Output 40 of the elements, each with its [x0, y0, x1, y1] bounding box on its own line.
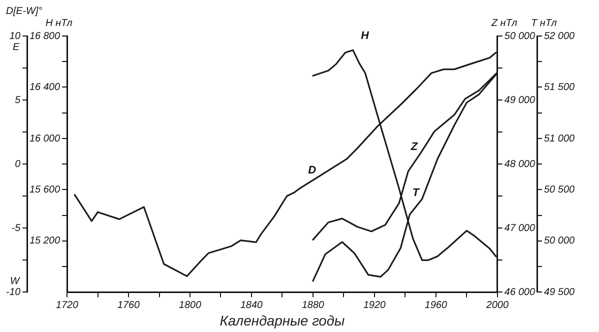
y-tick-label: 50 000 — [544, 236, 576, 247]
y-tick-label: 5 — [14, 94, 21, 106]
x-tick-label: 2000 — [485, 300, 509, 311]
y3-tick-label: 46 000 — [504, 286, 536, 298]
series-label: Z — [410, 141, 419, 154]
y-tick-label: -10 — [6, 286, 21, 298]
y2-tick-label: 16 400 — [29, 82, 60, 94]
y-tick-label: 51 000 — [544, 133, 576, 144]
x-axis-title: Календарные годы — [220, 312, 346, 328]
y-axis-title: D[E-W]° — [6, 6, 42, 17]
x-tick-label: 1880 — [302, 300, 325, 311]
text: W — [10, 276, 21, 288]
y2-tick-label: 15 200 — [29, 236, 60, 247]
x-tick-label: 1960 — [424, 300, 448, 311]
y2-tick-label: 15 600 — [29, 184, 60, 196]
y-tick-label: 10 — [9, 30, 21, 42]
y-tick-label: 50 500 — [544, 184, 576, 196]
text: E — [12, 42, 20, 53]
x-tick-label: 1920 — [363, 300, 386, 311]
y3-tick-label: 48 000 — [504, 158, 536, 170]
y2-tick-label: 16 800 — [29, 30, 60, 42]
y-tick-label: 0 — [14, 158, 21, 170]
series-label: T — [412, 186, 420, 199]
x-tick-label: 1840 — [240, 300, 264, 311]
y3-tick-label: 47 000 — [504, 222, 536, 234]
y-tick-label: 49 500 — [544, 286, 576, 298]
x-tick-label: 1720 — [56, 300, 79, 311]
series-label: H — [360, 30, 370, 42]
y2-axis-title: H нТл — [45, 18, 73, 29]
y-tick-label: 51 500 — [544, 82, 576, 94]
y3-tick-label: 50 000 — [504, 30, 536, 42]
y3-axis-title: Z нТл — [490, 18, 518, 29]
x-tick-label: 1800 — [178, 300, 202, 311]
x-tick-label: 1760 — [117, 300, 140, 311]
y-axis-title: T нТл — [531, 18, 558, 29]
y-tick-label: -5 — [12, 222, 21, 234]
series-label: D — [308, 164, 316, 176]
y-tick-label: 52 000 — [544, 30, 576, 42]
y2-tick-label: 16 000 — [29, 133, 60, 144]
y3-tick-label: 49 000 — [504, 94, 536, 106]
